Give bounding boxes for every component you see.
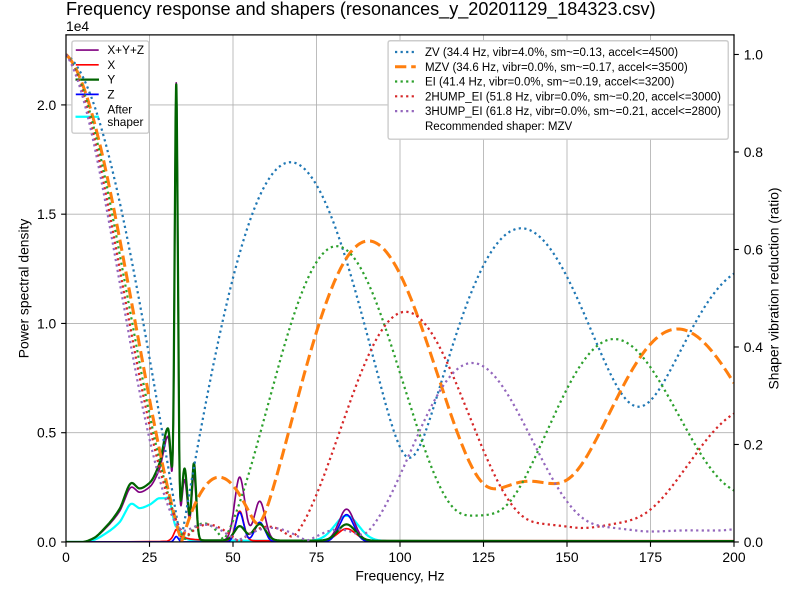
svg-text:200: 200 bbox=[722, 549, 745, 565]
svg-text:0.0: 0.0 bbox=[37, 534, 57, 550]
svg-text:MZV (34.6 Hz, vibr=0.0%, sm~=0: MZV (34.6 Hz, vibr=0.0%, sm~=0.17, accel… bbox=[425, 62, 688, 74]
svg-text:0.0: 0.0 bbox=[744, 534, 764, 550]
svg-text:Frequency response and shapers: Frequency response and shapers (resonanc… bbox=[66, 0, 656, 20]
svg-text:150: 150 bbox=[555, 549, 578, 565]
svg-text:X: X bbox=[107, 58, 115, 72]
svg-text:0.2: 0.2 bbox=[744, 437, 764, 453]
svg-text:175: 175 bbox=[639, 549, 662, 565]
svg-text:1.0: 1.0 bbox=[744, 47, 764, 63]
svg-text:1.0: 1.0 bbox=[37, 315, 57, 331]
svg-text:Power spectral density: Power spectral density bbox=[16, 219, 32, 359]
svg-text:0.6: 0.6 bbox=[744, 242, 764, 258]
svg-text:25: 25 bbox=[142, 549, 158, 565]
svg-text:0.4: 0.4 bbox=[744, 339, 764, 355]
svg-text:X+Y+Z: X+Y+Z bbox=[107, 43, 144, 57]
svg-text:0.5: 0.5 bbox=[37, 425, 57, 441]
svg-text:2HUMP_EI (51.8 Hz, vibr=0.0%,: 2HUMP_EI (51.8 Hz, vibr=0.0%, sm~=0.20, … bbox=[425, 91, 721, 103]
svg-text:1e4: 1e4 bbox=[66, 18, 89, 34]
svg-text:ZV (34.4 Hz, vibr=4.0%, sm~=0.: ZV (34.4 Hz, vibr=4.0%, sm~=0.13, accel<… bbox=[425, 47, 678, 59]
svg-text:75: 75 bbox=[309, 549, 325, 565]
svg-text:shaper: shaper bbox=[107, 115, 143, 129]
svg-text:50: 50 bbox=[225, 549, 241, 565]
svg-text:Frequency, Hz: Frequency, Hz bbox=[355, 567, 444, 583]
svg-text:Shaper vibration reduction (ra: Shaper vibration reduction (ratio) bbox=[766, 187, 782, 389]
svg-text:125: 125 bbox=[472, 549, 495, 565]
svg-text:0.8: 0.8 bbox=[744, 144, 764, 160]
svg-text:0: 0 bbox=[62, 549, 70, 565]
svg-text:2.0: 2.0 bbox=[37, 97, 57, 113]
svg-text:Z: Z bbox=[107, 88, 114, 102]
svg-text:Recommended shaper: MZV: Recommended shaper: MZV bbox=[425, 121, 573, 133]
svg-text:1.5: 1.5 bbox=[37, 206, 57, 222]
svg-text:100: 100 bbox=[388, 549, 411, 565]
svg-text:EI (41.4 Hz, vibr=0.0%, sm~=0.: EI (41.4 Hz, vibr=0.0%, sm~=0.19, accel<… bbox=[425, 77, 674, 89]
svg-text:Y: Y bbox=[107, 73, 115, 87]
svg-text:3HUMP_EI (61.8 Hz, vibr=0.0%,: 3HUMP_EI (61.8 Hz, vibr=0.0%, sm~=0.21, … bbox=[425, 106, 721, 118]
